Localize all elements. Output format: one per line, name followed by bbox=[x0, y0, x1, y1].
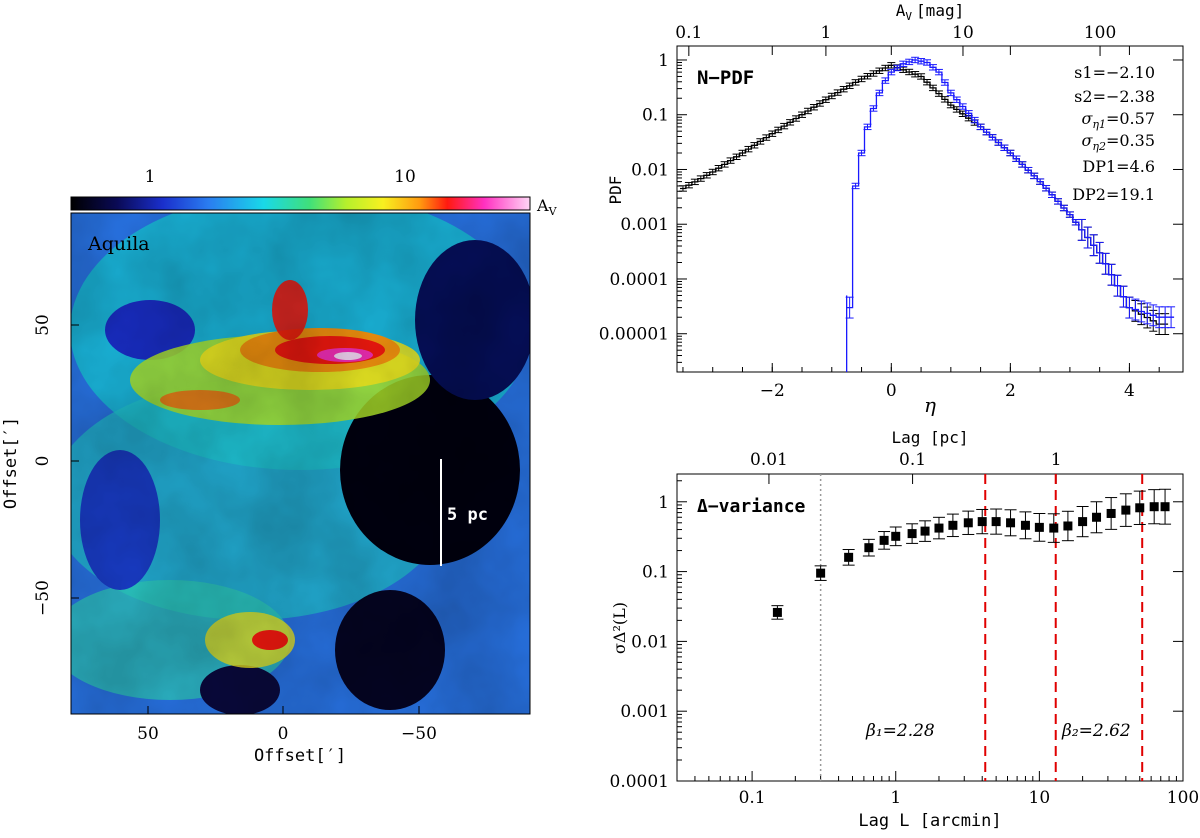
dvar-axes: 0.1 1 10 100 1 0.1 0.01 0.001 0.0001 0.01 0.1 1 bbox=[610, 450, 1200, 808]
colorbar bbox=[70, 196, 531, 211]
dvar-point bbox=[907, 529, 917, 539]
npdf-x-tick-label: 2 bbox=[1005, 381, 1016, 401]
npdf-ylabel: PDF bbox=[606, 176, 625, 205]
dvar-point bbox=[891, 531, 901, 541]
map-x-tick-m50: −50 bbox=[401, 724, 437, 744]
npdf-stat-5: DP2=19.1 bbox=[1072, 185, 1155, 204]
npdf-plot: −2 0 2 4 1 0.1 0.01 0.001 0.0001 0.00001 0.1 1 10 100 bbox=[599, 23, 1184, 401]
npdf-axes: −2 0 2 4 1 0.1 0.01 0.001 0.0001 0.00001 0.1 1 10 100 bbox=[599, 23, 1183, 401]
map-y-ticks bbox=[71, 324, 79, 599]
dvar-y-tick-label: 0.1 bbox=[642, 563, 669, 583]
dvar-x-tick-label: 10 bbox=[1029, 788, 1051, 808]
map-x-tick-0: 0 bbox=[278, 724, 289, 744]
colorbar-unit: AV bbox=[536, 196, 558, 218]
map-frame bbox=[70, 212, 531, 715]
npdf-y-tick-label: 0.01 bbox=[631, 160, 669, 180]
dvar-top-tick-label: 0.1 bbox=[899, 450, 926, 470]
dvar-point bbox=[948, 520, 958, 530]
dvar-x-tick-label: 100 bbox=[1167, 788, 1199, 808]
dvar-point bbox=[991, 517, 1001, 527]
dvar-point bbox=[920, 526, 930, 536]
dvar-point bbox=[1092, 512, 1102, 522]
region-label: Aquila bbox=[87, 233, 150, 255]
dvar-point bbox=[1135, 503, 1145, 513]
dvar-y-tick-label: 0.001 bbox=[620, 702, 669, 722]
map-y-tick-m50: −50 bbox=[33, 580, 53, 616]
npdf-x-tick-label: −2 bbox=[760, 381, 785, 401]
npdf-x-tick-label: 4 bbox=[1124, 381, 1135, 401]
map-cloud-structure bbox=[71, 213, 530, 714]
dvar-series bbox=[771, 474, 1172, 781]
npdf-top-tick-label: 10 bbox=[952, 23, 974, 43]
dvar-y-tick-label: 0.01 bbox=[631, 632, 669, 652]
dvar-point bbox=[1078, 517, 1088, 527]
dvar-point bbox=[1160, 502, 1170, 512]
dvar-point bbox=[934, 523, 944, 533]
dvar-frame bbox=[676, 473, 1184, 782]
dvar-point bbox=[1121, 505, 1131, 515]
map-x-ticks bbox=[147, 706, 420, 714]
dvar-point bbox=[1006, 518, 1016, 528]
dvar-point bbox=[879, 535, 889, 545]
colorbar-tick-1: 1 bbox=[145, 167, 156, 187]
npdf-stat-2: ση1=0.57 bbox=[1081, 109, 1155, 131]
npdf-stat-3: ση2=0.35 bbox=[1081, 131, 1155, 153]
dvar-point bbox=[1063, 521, 1073, 531]
npdf-y-tick-label: 1 bbox=[658, 51, 669, 71]
dvar-point bbox=[864, 543, 874, 553]
map-ylabel: Offset[′] bbox=[1, 417, 21, 509]
dvar-ylabel: σΔ²(L) bbox=[610, 602, 629, 654]
npdf-stat-4: DP1=4.6 bbox=[1082, 157, 1155, 176]
dvar-top-tick-label: 1 bbox=[1051, 450, 1062, 470]
dvar-x-tick-label: 1 bbox=[890, 788, 901, 808]
npdf-panel-label: N−PDF bbox=[697, 67, 754, 89]
dvar-point bbox=[844, 552, 854, 562]
dvar-x-tick-label: 0.1 bbox=[739, 788, 766, 808]
npdf-stat-1: s2=−2.38 bbox=[1074, 87, 1155, 106]
npdf-y-tick-label: 0.00001 bbox=[599, 325, 669, 345]
npdf-xlabel: η bbox=[924, 393, 936, 417]
npdf-stat-0: s1=−2.10 bbox=[1074, 63, 1155, 82]
beta2-annotation: β₂=2.62 bbox=[1061, 721, 1131, 741]
dvar-point bbox=[977, 517, 987, 527]
dvar-top-axis-label: Lag [pc] bbox=[891, 428, 968, 447]
colorbar-tick-10: 10 bbox=[394, 167, 416, 187]
scale-bar-label: 5 pc bbox=[447, 505, 488, 525]
npdf-top-tick-label: 1 bbox=[820, 23, 831, 43]
npdf-x-tick-label: 0 bbox=[886, 381, 897, 401]
dvar-point bbox=[1020, 520, 1030, 530]
dvar-y-tick-label: 1 bbox=[658, 493, 669, 513]
dvar-point bbox=[1049, 523, 1059, 533]
npdf-y-tick-label: 0.0001 bbox=[610, 270, 669, 290]
npdf-frame bbox=[676, 45, 1184, 373]
dvar-point bbox=[1106, 508, 1116, 518]
npdf-series bbox=[678, 56, 1176, 372]
dvar-point bbox=[1149, 502, 1159, 512]
dvar-panel-label: Δ−variance bbox=[697, 496, 806, 517]
beta1-annotation: β₁=2.28 bbox=[865, 721, 935, 741]
extinction-map: 5 pc Aquila bbox=[71, 213, 530, 714]
dvar-point bbox=[816, 568, 826, 578]
npdf-top-tick-label: 100 bbox=[1084, 23, 1116, 43]
map-xlabel: Offset[′] bbox=[254, 746, 346, 766]
dvar-point bbox=[963, 518, 973, 528]
map-y-tick-0: 0 bbox=[33, 456, 53, 467]
dvar-point bbox=[772, 607, 782, 617]
dvar-y-tick-label: 0.0001 bbox=[610, 772, 669, 792]
dvar-xlabel: Lag L [arcmin] bbox=[858, 811, 1001, 831]
map-x-tick-50: 50 bbox=[137, 724, 159, 744]
npdf-top-tick-label: 0.1 bbox=[675, 23, 702, 43]
npdf-y-tick-label: 0.1 bbox=[642, 106, 669, 126]
npdf-y-tick-label: 0.001 bbox=[620, 215, 669, 235]
npdf-top-axis-label: AV [mag] bbox=[896, 1, 964, 23]
dvar-point bbox=[1034, 522, 1044, 532]
dvar-top-tick-label: 0.01 bbox=[750, 450, 788, 470]
map-y-tick-50: 50 bbox=[33, 314, 53, 336]
dvar-plot: 0.1 1 10 100 1 0.1 0.01 0.001 0.0001 0.01 0.1 1 bbox=[610, 450, 1200, 808]
